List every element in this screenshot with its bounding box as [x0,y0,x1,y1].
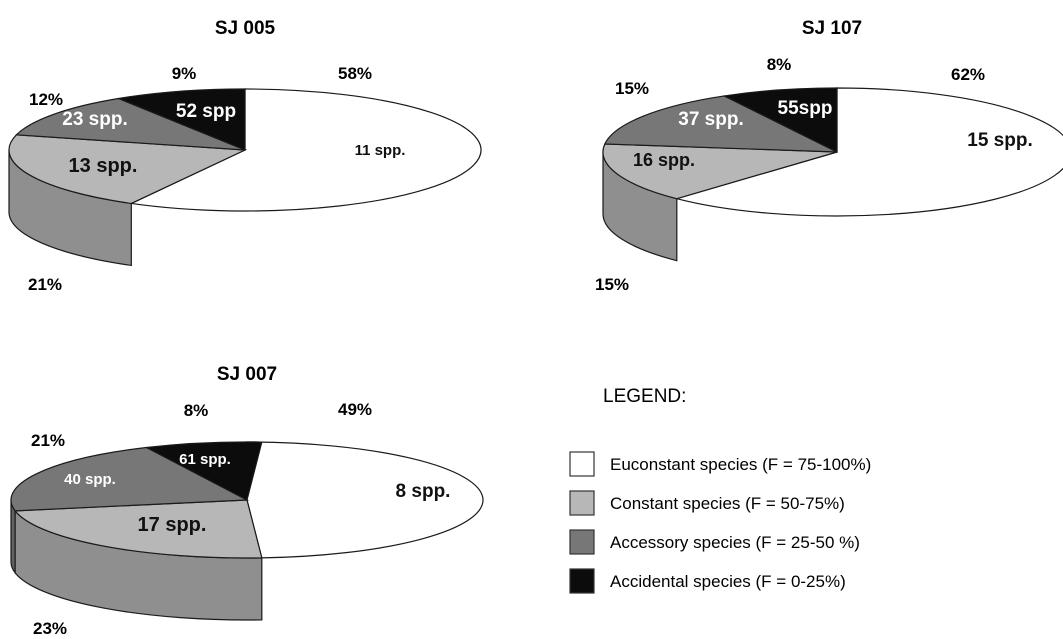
pct-label-accessory-sj007: 21% [31,431,65,450]
legend-label-accessory: Accessory species (F = 25-50 %) [610,533,860,552]
slice-accidental-sj007 [144,441,263,501]
spp-label-constant-sj107: 16 spp. [633,150,695,170]
chart-title-sj007: SJ 007 [217,364,277,385]
legend-swatch-accidental [569,568,595,594]
chart-title-sj107: SJ 107 [802,18,862,39]
spp-label-euconstant-sj005: 11 spp. [355,142,406,159]
slice-accidental-sj005 [116,88,246,151]
spp-label-accessory-sj005: 23 spp. [62,109,127,130]
slice-euconstant-sj005 [129,88,482,212]
spp-label-constant-sj005: 13 spp. [69,155,138,177]
pct-label-euconstant-sj107: 62% [951,65,985,84]
legend-label-euconstant: Euconstant species (F = 75-100%) [610,455,871,474]
slice-accessory-sj005 [15,97,246,151]
slice-euconstant-sj107 [674,87,1063,217]
pie-chart-sj005: SJ 005 11 spp. 13 spp. 23 spp. 52 spp 58% 2… [8,18,482,294]
pct-label-accessory-sj107: 15% [615,79,649,98]
pct-label-accidental-sj005: 9% [172,64,197,83]
legend-title: LEGEND: [603,386,686,407]
legend-label-accidental: Accidental species (F = 0-25%) [610,572,846,591]
spp-label-accidental-sj107: 55spp [778,98,833,119]
legend-label-constant: Constant species (F = 50-75%) [610,494,845,513]
chart-title-sj005: SJ 005 [215,18,276,39]
pie-sj005: 11 spp. 13 spp. 23 spp. 52 spp [8,88,482,267]
spp-label-accidental-sj005: 52 spp [176,101,236,122]
pct-label-constant-sj007: 23% [33,619,67,638]
slice-accessory-sj107 [603,95,838,153]
pct-label-euconstant-sj005: 58% [338,64,372,83]
legend-swatch-constant [569,490,595,516]
legend: LEGEND: Euconstant species (F = 75-100%)… [569,386,871,594]
pie-sj007: 8 spp. 17 spp. 40 spp. 61 spp. [10,441,484,621]
spp-label-accessory-sj007: 40 spp. [64,471,116,488]
pct-label-constant-sj005: 21% [28,275,62,294]
pie-chart-sj107: SJ 107 15 spp. 16 spp. 37 spp. 55spp 62% 15… [595,18,1063,294]
slice-constant-sj005 [8,134,248,205]
slice-constant-sj107 [602,143,838,200]
pct-label-accidental-sj007: 8% [184,401,209,420]
pct-label-accidental-sj107: 8% [767,55,792,74]
slice-accidental-sj107 [722,87,838,153]
pie-chart-sj007: SJ 007 8 spp. 17 spp. 40 spp. 61 spp. 49% 2… [10,364,484,638]
pct-label-constant-sj107: 15% [595,275,629,294]
spp-label-euconstant-sj007: 8 spp. [396,481,451,502]
pie-sj107: 15 spp. 16 spp. 37 spp. 55spp [602,87,1063,262]
legend-swatch-accessory [569,529,595,555]
legend-swatch-euconstant [569,451,595,477]
slice-constant-sj007 [13,499,263,559]
spp-label-accessory-sj107: 37 spp. [678,109,743,130]
slice-accessory-sj007 [10,446,250,512]
pct-label-euconstant-sj007: 49% [338,400,372,419]
slice-euconstant-sj007 [246,441,484,559]
spp-label-accidental-sj007: 61 spp. [179,451,231,468]
spp-label-constant-sj007: 17 spp. [138,514,207,536]
pct-label-accessory-sj005: 12% [29,90,63,109]
spp-label-euconstant-sj107: 15 spp. [967,130,1032,151]
